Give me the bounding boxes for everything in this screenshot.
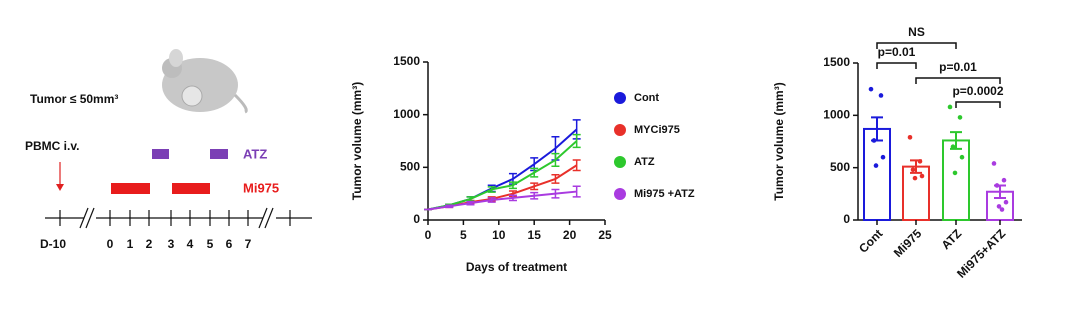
- legend-marker: [614, 156, 626, 168]
- error-bar: [572, 133, 581, 149]
- annotation: NS: [908, 25, 925, 39]
- x-tick-label: ATZ: [939, 226, 965, 252]
- legend-marker: [614, 188, 626, 200]
- legend-label: MYCi975: [634, 124, 680, 136]
- x-tick-label: 0: [425, 228, 432, 242]
- data-point: [907, 135, 913, 140]
- y-axis-label: Tumor volume (mm³): [772, 82, 786, 200]
- error-bar: [466, 200, 475, 206]
- annotation: p=0.0002: [952, 84, 1003, 98]
- data-point: [947, 104, 953, 110]
- timeline-labels: D-10 0 1 2 3 4 5 6 7: [40, 237, 252, 251]
- y-tick-label: 500: [830, 160, 850, 174]
- data-point: [959, 154, 965, 160]
- data-point: [919, 173, 925, 179]
- schematic: Tumor ≤ 50mm³ PBMC i.v. ATZ Mi975 D-10 0 1…: [25, 49, 312, 251]
- error-bar: [530, 191, 539, 200]
- bracket: [955, 101, 1001, 108]
- annotation: p=0.01: [878, 45, 916, 59]
- bar: [942, 139, 970, 222]
- error-bar: [551, 152, 560, 168]
- y-tick-label: 500: [400, 160, 420, 174]
- bar: [863, 127, 891, 221]
- bracket: [876, 62, 917, 69]
- error-bar: [530, 182, 539, 191]
- legend-marker: [614, 124, 626, 136]
- data-point: [878, 93, 884, 98]
- annotation: p=0.01: [939, 60, 977, 74]
- data-point: [991, 161, 997, 166]
- arrow-head: [56, 184, 64, 191]
- atz-dose: [210, 149, 228, 159]
- mi975-label: Mi975: [243, 180, 279, 195]
- y-axis-label: Tumor volume (mm³): [350, 82, 364, 200]
- error-bar: [572, 185, 581, 198]
- error-bar: [551, 188, 560, 199]
- x-tick-label: 10: [492, 228, 506, 242]
- mouse-icon: [162, 49, 248, 114]
- legend-marker: [614, 92, 626, 104]
- error-bar: [551, 173, 560, 184]
- atz-label: ATZ: [243, 146, 267, 161]
- error-bar: [508, 181, 517, 190]
- atz-dose: [152, 149, 169, 159]
- data-point: [1003, 199, 1009, 205]
- data-point: [994, 183, 1000, 188]
- legend-label: ATZ: [634, 156, 655, 168]
- pbmc-label: PBMC i.v.: [25, 139, 79, 153]
- day-label: 7: [245, 237, 252, 251]
- bracket: [915, 77, 1001, 84]
- data-point: [910, 167, 916, 173]
- bracket: [876, 42, 957, 49]
- x-tick-label: 15: [528, 228, 542, 242]
- x-tick-label: Mi975: [891, 226, 925, 260]
- day-label: 3: [168, 237, 175, 251]
- y-tick-label: 1000: [823, 108, 850, 122]
- day-label: 1: [127, 237, 134, 251]
- bar: [902, 165, 930, 221]
- legend-label: Mi975 +ATZ: [634, 188, 695, 200]
- error-bar: [508, 194, 517, 202]
- day-label: 4: [187, 237, 194, 251]
- data-point: [952, 170, 958, 176]
- error-bar: [487, 186, 496, 193]
- data-point: [950, 144, 956, 150]
- data-point: [996, 204, 1002, 209]
- day-label: D-10: [40, 237, 66, 251]
- error-bar: [950, 131, 962, 150]
- error-bar: [572, 159, 581, 172]
- mi975-dose: [111, 183, 150, 194]
- x-axis-label: Days of treatment: [466, 260, 567, 274]
- x-tick-label: 20: [563, 228, 577, 242]
- y-tick-label: 1500: [393, 54, 420, 68]
- data-point: [999, 207, 1005, 212]
- x-tick-label: Cont: [856, 226, 885, 255]
- y-tick-label: 0: [843, 212, 850, 226]
- timeline: [45, 207, 312, 229]
- data-point: [871, 138, 877, 143]
- x-tick-label: 25: [598, 228, 612, 242]
- legend-label: Cont: [634, 92, 659, 104]
- mi975-dose: [172, 183, 210, 194]
- x-tick-label: 5: [460, 228, 467, 242]
- error-bar: [530, 167, 539, 178]
- data-point: [957, 115, 963, 120]
- y-tick-label: 1500: [823, 55, 850, 69]
- data-point: [912, 175, 918, 181]
- error-bar: [487, 197, 496, 203]
- y-tick-label: 1000: [393, 107, 420, 121]
- tumor-label: Tumor ≤ 50mm³: [30, 92, 118, 106]
- day-label: 6: [226, 237, 233, 251]
- data-point: [917, 159, 923, 164]
- data-point: [1001, 177, 1007, 183]
- day-label: 0: [107, 237, 114, 251]
- data-point: [873, 163, 879, 168]
- error-bar: [445, 204, 454, 209]
- data-point: [880, 154, 886, 160]
- y-tick-label: 0: [413, 212, 420, 226]
- day-label: 2: [146, 237, 153, 251]
- day-label: 5: [207, 237, 214, 251]
- data-point: [868, 86, 874, 92]
